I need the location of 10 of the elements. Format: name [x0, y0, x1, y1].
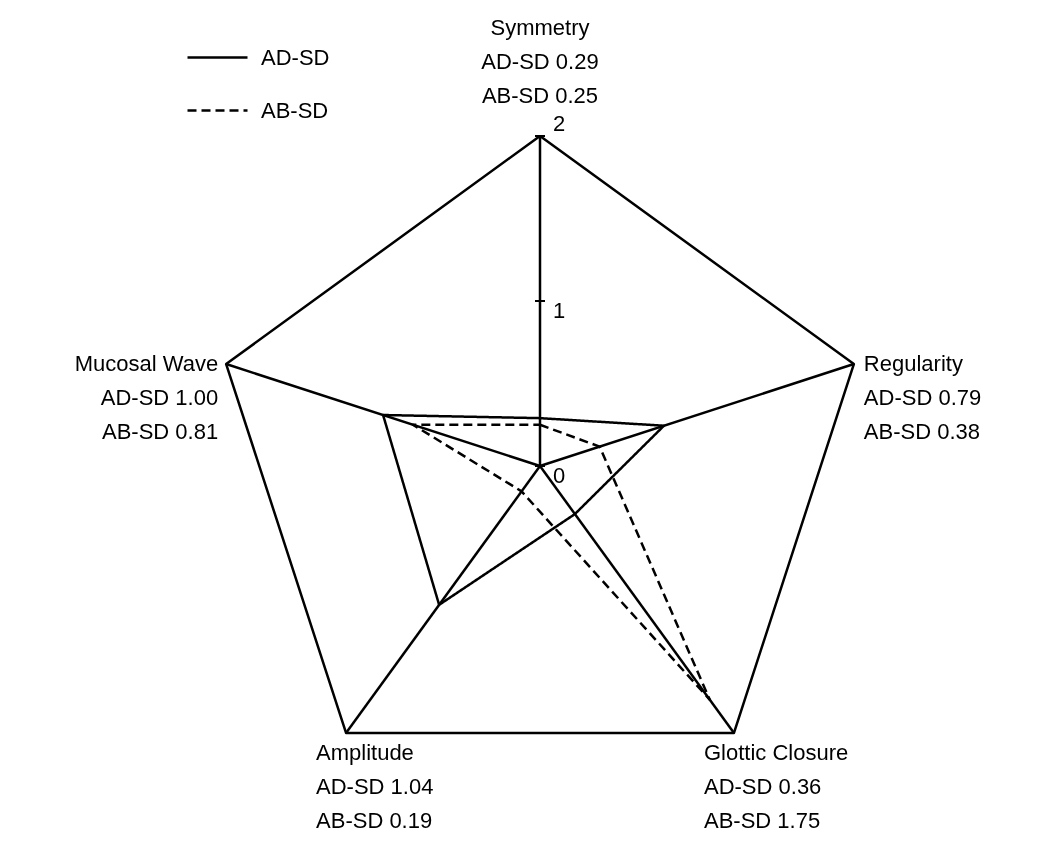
legend-label: AB-SD [261, 97, 329, 123]
y-tick-label: 0 [553, 463, 566, 488]
spoke-label: Glottic Closure AD-SD 0.36 AB-SD 1.75 [703, 739, 849, 833]
y-tick-label: 2 [553, 111, 566, 136]
spoke-label: Amplitude AD-SD 1.04 AB-SD 0.19 [316, 739, 434, 833]
spoke-label: Mucosal Wave AD-SD 1.00 AB-SD 0.81 [74, 351, 219, 445]
legend-label: AD-SD [261, 44, 330, 70]
spoke-label: Symmetry AD-SD 0.29 AB-SD 0.25 [481, 15, 599, 108]
spoke-label: Regularity AD-SD 0.79 AB-SD 0.38 [863, 351, 982, 445]
y-tick-label: 1 [553, 298, 566, 323]
